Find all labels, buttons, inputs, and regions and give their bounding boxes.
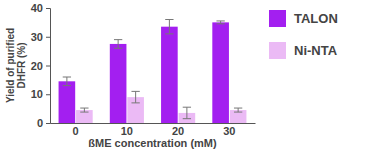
- y-tick: 0: [37, 117, 50, 129]
- error-bar: [183, 107, 191, 119]
- y-axis-line: [46, 9, 51, 124]
- y-tick: 10: [31, 88, 50, 100]
- x-tick-label: 20: [172, 125, 184, 137]
- legend-label: TALON: [294, 11, 338, 26]
- error-bar: [63, 77, 71, 86]
- y-tick-mark: [46, 123, 50, 124]
- legend-swatch: [269, 42, 286, 59]
- y-axis: 0 10 20 30 40: [31, 2, 51, 129]
- y-tick-label: 20: [31, 60, 43, 72]
- plot-area: [59, 20, 247, 124]
- y-tick-label: 30: [31, 31, 43, 43]
- x-axis: 0 10 20 30: [51, 123, 256, 137]
- y-tick-mark: [46, 94, 50, 95]
- legend-label: Ni-NTA: [294, 43, 338, 58]
- y-tick: 40: [31, 2, 50, 14]
- error-bar: [114, 40, 122, 49]
- y-axis-title-line: Yield of purified: [5, 28, 16, 103]
- x-tick: 10: [121, 123, 133, 137]
- y-tick-label: 0: [37, 117, 43, 129]
- x-tick: 0: [73, 123, 79, 137]
- error-bar: [165, 20, 173, 34]
- bar: [110, 44, 127, 123]
- y-tick-label: 40: [31, 2, 43, 14]
- x-axis-title: ßME concentration (mM): [88, 137, 217, 149]
- x-tick: 20: [172, 123, 184, 137]
- bar: [161, 27, 178, 123]
- x-tick-label: 10: [121, 125, 133, 137]
- legend: TALON Ni-NTA: [269, 10, 338, 59]
- y-axis-title-line: DHFR (%): [16, 42, 27, 88]
- x-tick-label: 30: [223, 125, 235, 137]
- chart: 0 10 20 30 40 0 10 20 30 ßME concentration (mM) Yi…: [0, 0, 367, 149]
- y-tick-mark: [46, 66, 50, 67]
- x-tick-label: 0: [73, 125, 79, 137]
- y-axis-title: Yield of purifiedDHFR (%): [5, 28, 27, 103]
- bar: [212, 22, 229, 123]
- y-tick-mark: [46, 37, 50, 38]
- error-bar: [216, 21, 224, 24]
- y-tick-mark: [46, 8, 50, 9]
- y-tick: 20: [31, 60, 50, 72]
- y-tick-label: 10: [31, 88, 43, 100]
- error-bar: [131, 91, 139, 103]
- x-tick: 30: [223, 123, 235, 137]
- bar: [59, 81, 76, 123]
- legend-swatch: [269, 10, 286, 27]
- error-bar: [234, 108, 242, 112]
- error-bar: [80, 108, 88, 112]
- y-tick: 30: [31, 31, 50, 43]
